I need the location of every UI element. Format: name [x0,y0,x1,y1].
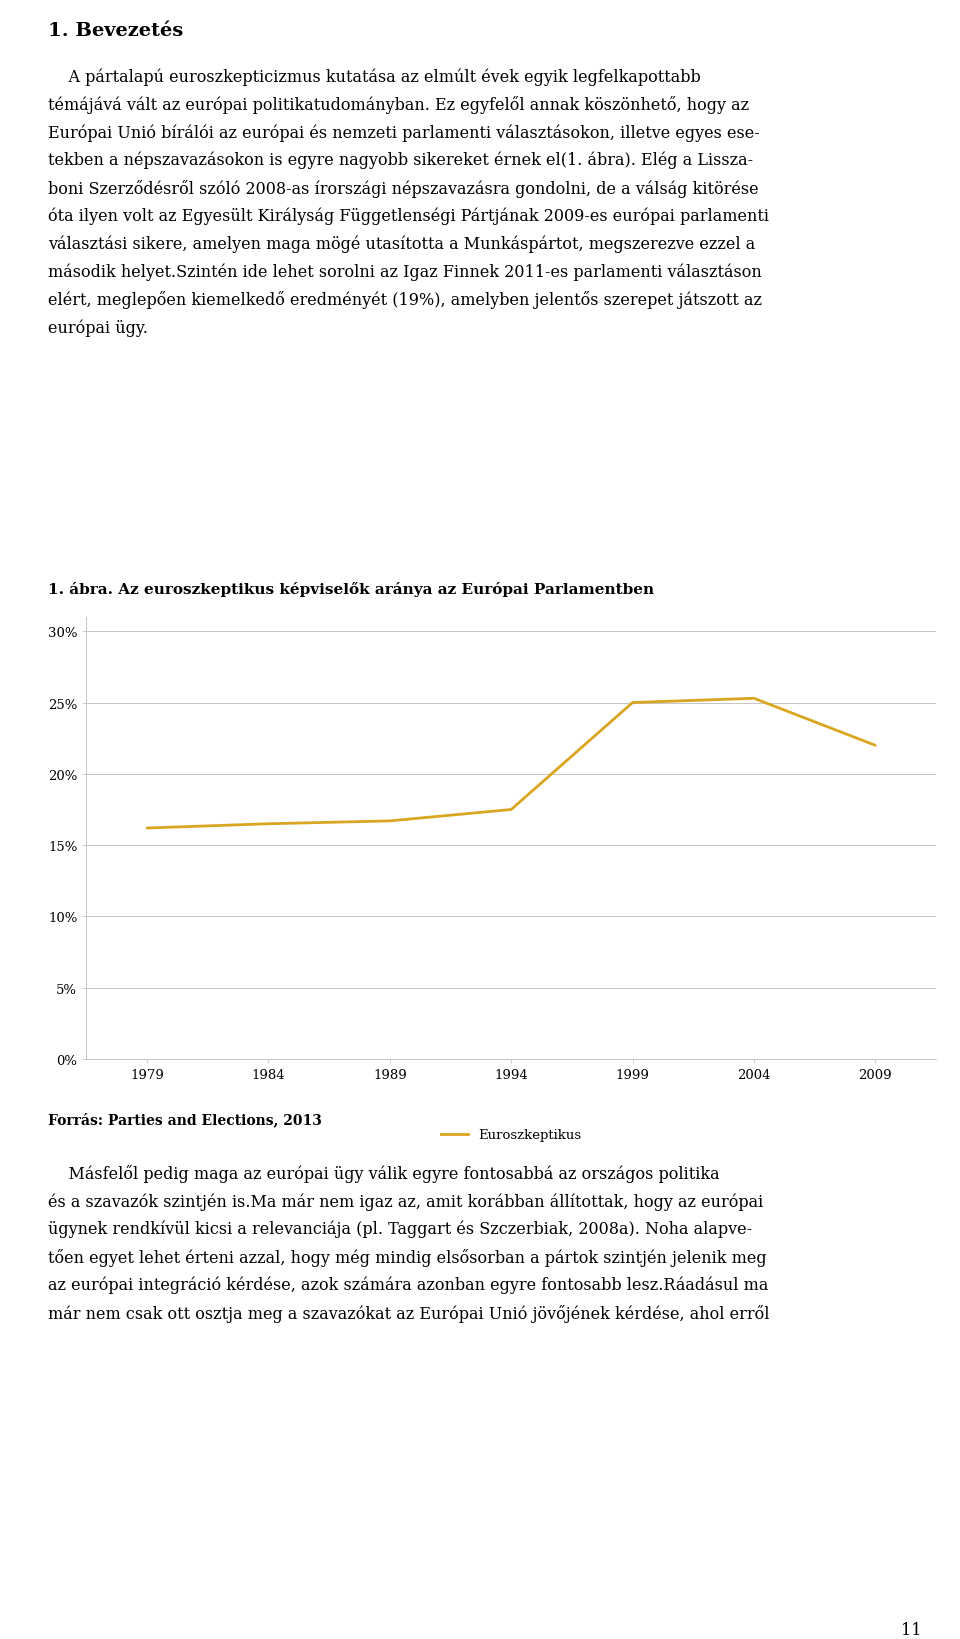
Text: 11: 11 [901,1621,922,1637]
Text: Forrás: Parties and Elections, 2013: Forrás: Parties and Elections, 2013 [48,1111,322,1126]
Text: A pártalapú euroszkepticizmus kutatása az elmúlt évek egyik legfelkapottabb
témá: A pártalapú euroszkepticizmus kutatása a… [48,67,769,336]
Legend: Euroszkeptikus: Euroszkeptikus [436,1123,587,1147]
Text: 1. ábra. Az euroszkeptikus képviselők aránya az Európai Parlamentben: 1. ábra. Az euroszkeptikus képviselők ar… [48,582,654,597]
Text: 1. Bevezetés: 1. Bevezetés [48,21,183,39]
Text: Másfelől pedig maga az európai ügy válik egyre fontosabbá az országos politika
é: Másfelől pedig maga az európai ügy válik… [48,1164,770,1323]
